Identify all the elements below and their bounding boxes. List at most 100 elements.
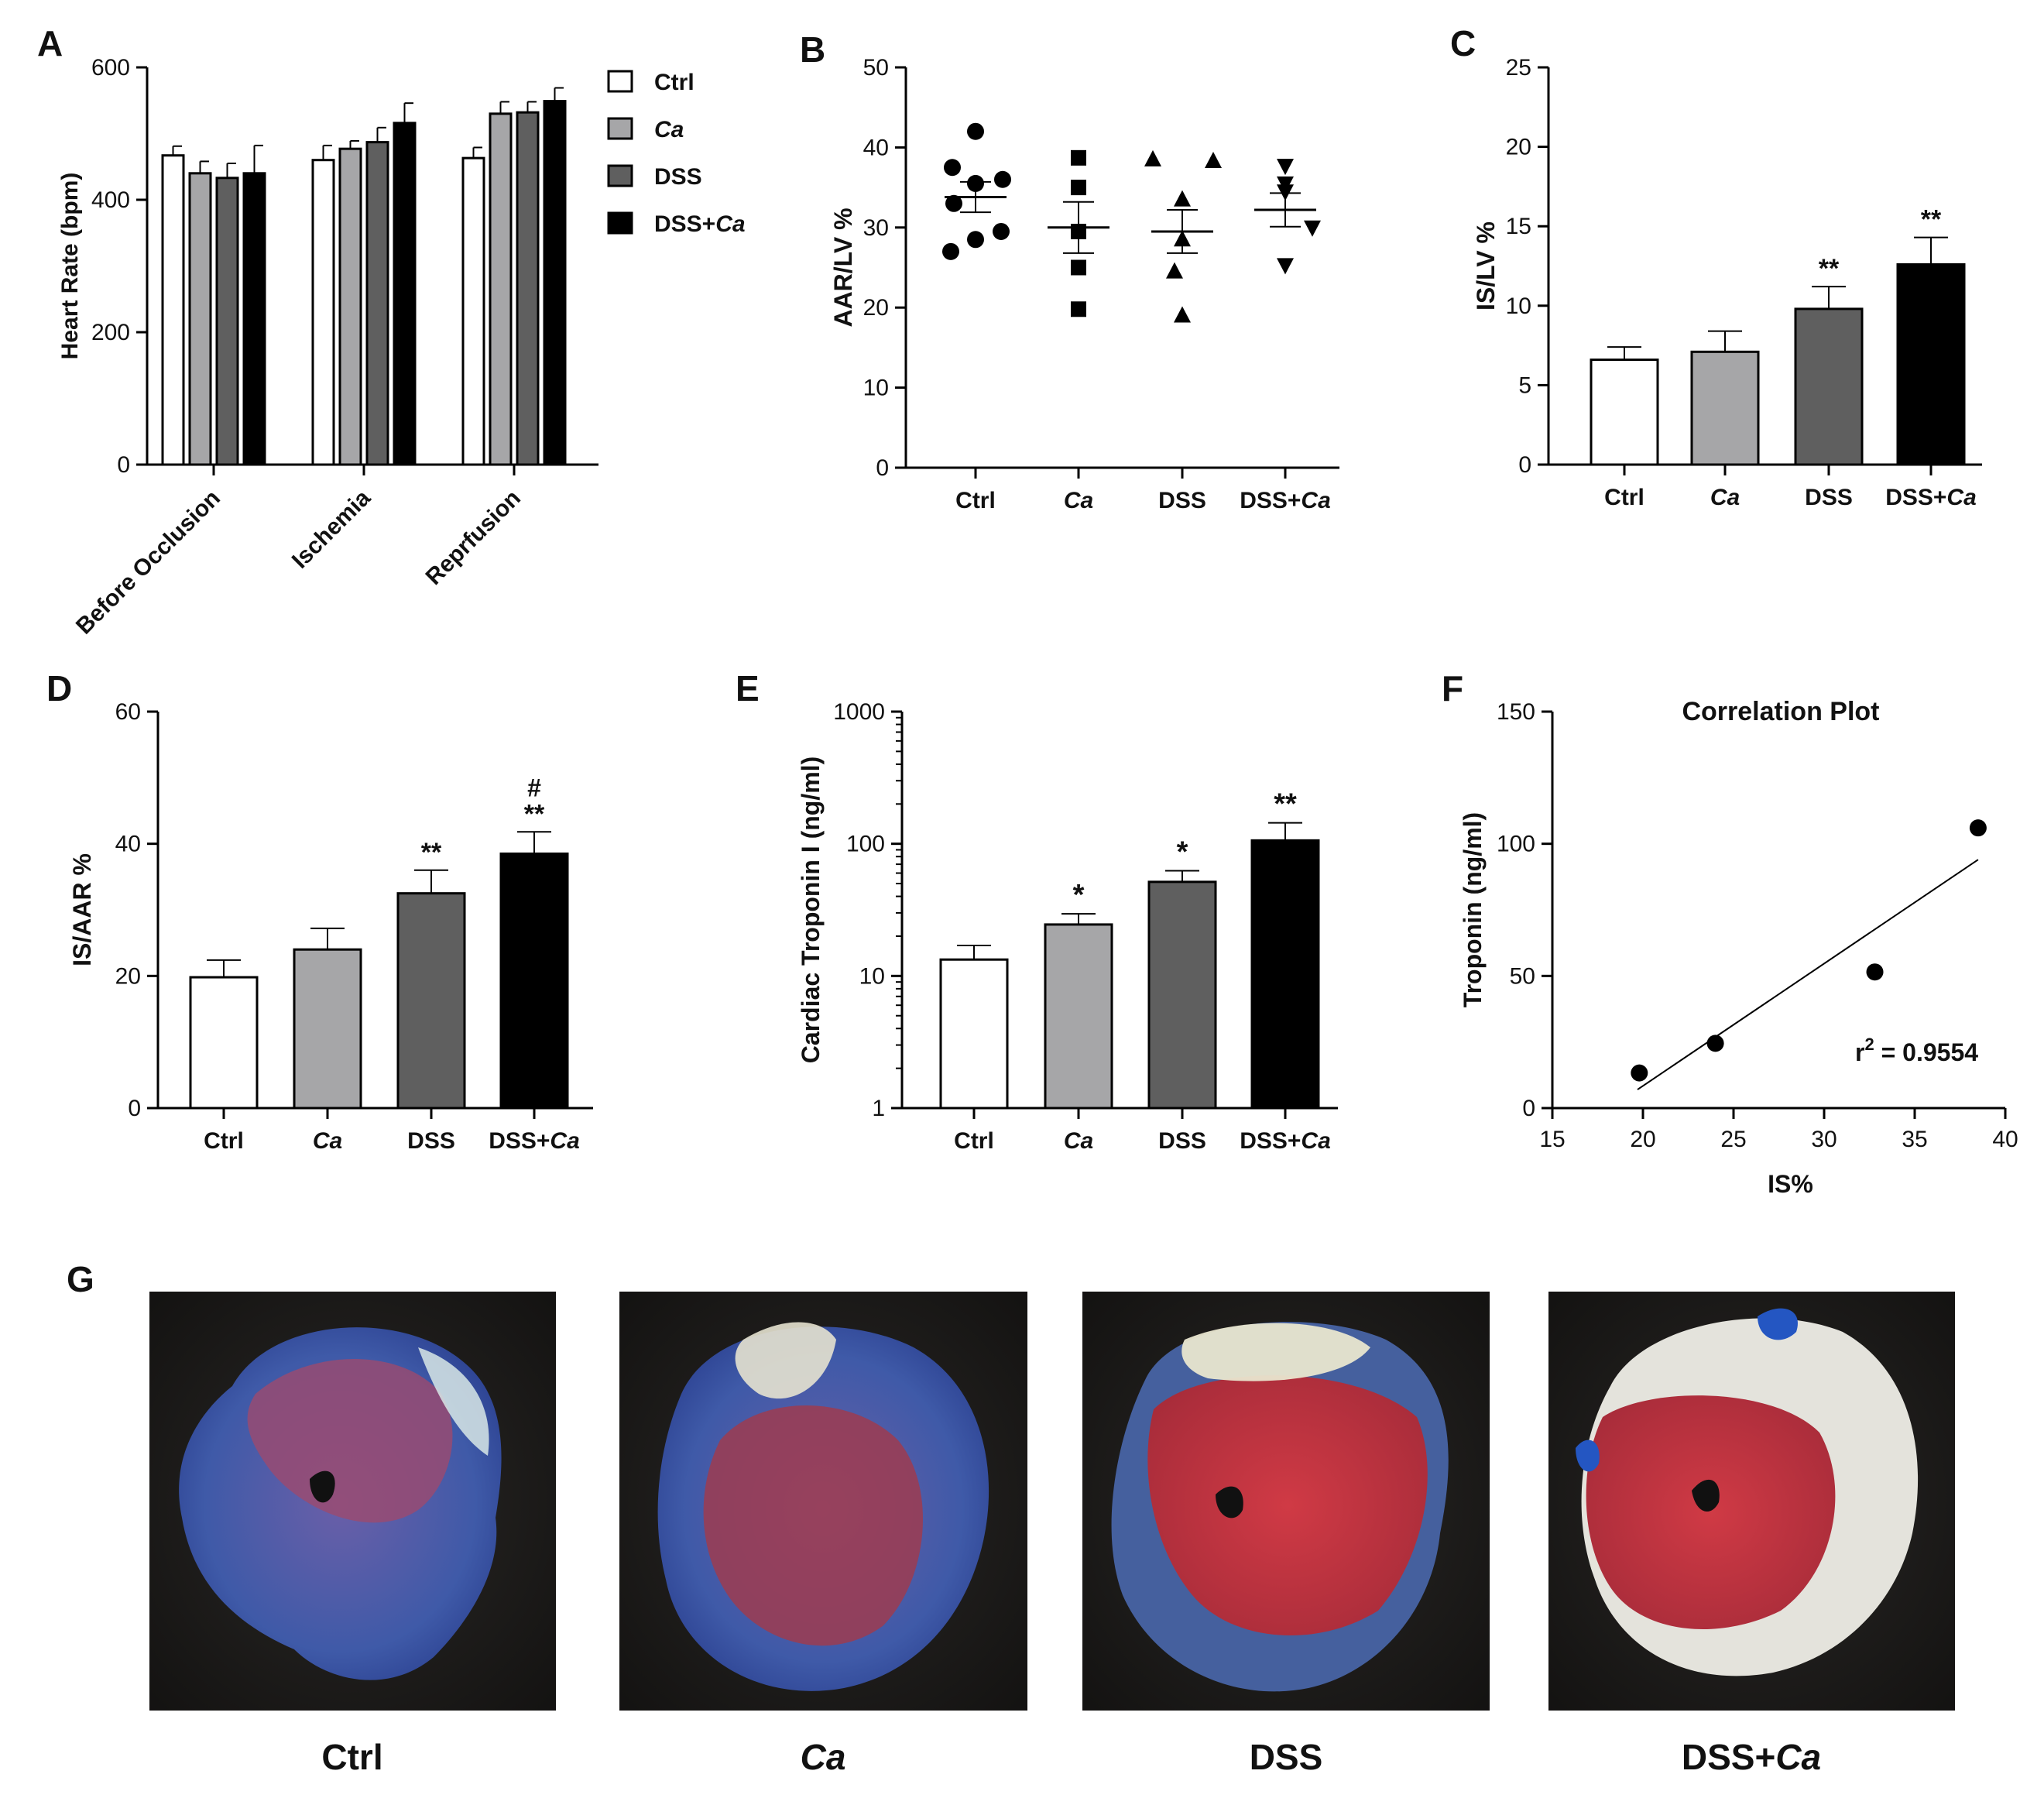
- legend-label: Ca: [654, 117, 684, 142]
- x-tick-label: DSS+Ca: [489, 1128, 580, 1154]
- bar-dss: [1794, 307, 1864, 466]
- y-tick-label: 25: [1506, 55, 1531, 81]
- x-tick-label: DSS: [1158, 1128, 1206, 1154]
- y-tick-label: 200: [91, 320, 130, 345]
- fit-line: [1637, 859, 1979, 1090]
- bar-dss-ca: [1896, 263, 1966, 466]
- y-tick-label: 1000: [833, 699, 885, 725]
- x-tick-label: DSS+Ca: [1240, 488, 1331, 513]
- data-point: [967, 231, 984, 249]
- x-tick-label: Ca: [313, 1128, 342, 1154]
- data-point: [1969, 819, 1987, 837]
- x-tick-label: Ctrl: [955, 488, 996, 513]
- legend-swatch: [607, 211, 633, 235]
- legend-label: Ctrl: [654, 70, 694, 95]
- data-point: [1144, 149, 1161, 166]
- data-point: [944, 159, 961, 177]
- significance-marker: **: [1921, 205, 1942, 235]
- bar-dss: [516, 111, 540, 466]
- data-point: [1866, 963, 1884, 981]
- data-point: [1174, 306, 1191, 323]
- y-tick-label: 0: [1522, 1096, 1535, 1121]
- photo-label-ca: Ca: [801, 1737, 846, 1777]
- data-point: [945, 194, 962, 212]
- x-tick-label: Ctrl: [1604, 485, 1644, 510]
- y-tick-label: 40: [115, 832, 141, 857]
- panel-e-troponin-chart: 1 10 100 1000 Cardiac Troponin I (ng/ml) Ctrl…: [797, 699, 1338, 1154]
- y-tick-label: 0: [1518, 452, 1531, 478]
- bar-dss: [365, 141, 389, 466]
- data-point: [942, 242, 959, 260]
- y-tick-label: 50: [1510, 963, 1535, 989]
- x-axis-title: IS%: [1768, 1170, 1813, 1198]
- legend-label: DSS+Ca: [654, 211, 746, 237]
- x-tick-label: Reprfusion: [421, 486, 526, 590]
- chart-title: Correlation Plot: [1682, 697, 1879, 726]
- photo-ca: [619, 1292, 1027, 1711]
- y-tick-label: 600: [91, 55, 130, 81]
- data-point: [1071, 180, 1086, 196]
- y-tick-label: 20: [1506, 135, 1531, 160]
- x-tick-label: DSS: [407, 1128, 455, 1154]
- y-axis-title: Troponin (ng/ml): [1459, 812, 1487, 1007]
- panel-label-g: G: [67, 1259, 94, 1299]
- bar-ca: [1690, 350, 1760, 466]
- x-tick-label: DSS+Ca: [1240, 1128, 1331, 1154]
- bar-ctrl: [461, 156, 485, 466]
- y-tick-label: 100: [846, 832, 885, 857]
- bar-ca: [188, 172, 212, 466]
- panel-label-b: B: [800, 29, 825, 70]
- bar-dss-ca: [393, 122, 417, 466]
- photo-label-dss: DSS: [1250, 1737, 1323, 1777]
- data-point: [1631, 1064, 1648, 1082]
- photo-dss: [1082, 1292, 1490, 1711]
- legend-swatch: [607, 164, 633, 187]
- y-axis-title: IS/AAR %: [68, 853, 96, 966]
- panel-label-e: E: [736, 668, 760, 709]
- panel-c-is-lv-chart: 0 5 10 15 20 25 IS/LV % Ctrl Ca DSS ** DSS+Ca **: [1472, 55, 1982, 510]
- bar-ctrl: [311, 159, 335, 466]
- data-point: [1277, 159, 1294, 176]
- photo-label-dss-ca: DSS+Ca: [1682, 1737, 1821, 1777]
- x-tick-label: 25: [1720, 1127, 1746, 1152]
- x-tick-label: DSS+Ca: [1885, 485, 1977, 510]
- y-tick-label: 20: [115, 963, 141, 989]
- data-point: [1205, 151, 1222, 168]
- x-tick-label: Ctrl: [204, 1128, 244, 1154]
- panel-b-aar-lv-chart: 0 10 20 30 40 50 AAR/LV % Ctrl Ca DSS DSS+Ca: [829, 55, 1339, 513]
- bar-dss-ca: [543, 100, 567, 466]
- y-axis-title: AAR/LV %: [829, 208, 857, 327]
- bar-dss: [215, 177, 239, 466]
- x-tick-label: 20: [1630, 1127, 1655, 1152]
- bar-ctrl: [189, 976, 259, 1110]
- y-axis-title: Cardiac Troponin I (ng/ml): [797, 757, 825, 1063]
- legend-swatch: [607, 117, 633, 140]
- y-tick-label: 0: [876, 455, 889, 481]
- bar-ctrl: [1590, 359, 1659, 466]
- bar-dss-ca: [1250, 839, 1320, 1110]
- x-tick-label: DSS: [1158, 488, 1206, 513]
- y-tick-label: 400: [91, 187, 130, 213]
- bar-ctrl: [161, 154, 185, 466]
- r-squared-label: r2 = 0.9554: [1855, 1035, 1978, 1066]
- legend-swatch: [607, 70, 633, 93]
- photo-ctrl: [149, 1292, 556, 1711]
- x-tick-label: DSS: [1805, 485, 1853, 510]
- y-axis-title: IS/LV %: [1472, 221, 1500, 311]
- bar-ca: [489, 112, 513, 466]
- x-tick-label: Ca: [1710, 485, 1740, 510]
- significance-marker: **: [1819, 254, 1840, 283]
- y-tick-label: 1: [872, 1096, 885, 1121]
- y-tick-label: 0: [117, 452, 130, 478]
- data-point: [1277, 258, 1294, 275]
- y-tick-label: 10: [859, 963, 885, 989]
- x-tick-label: Ca: [1064, 488, 1093, 513]
- y-tick-label: 60: [115, 699, 141, 725]
- data-point: [993, 222, 1010, 240]
- photo-dss-ca: [1548, 1292, 1955, 1711]
- bar-dss: [396, 892, 466, 1110]
- x-tick-label: Ischemia: [287, 485, 376, 573]
- bar-ca: [338, 147, 362, 466]
- y-tick-label: 50: [863, 55, 889, 81]
